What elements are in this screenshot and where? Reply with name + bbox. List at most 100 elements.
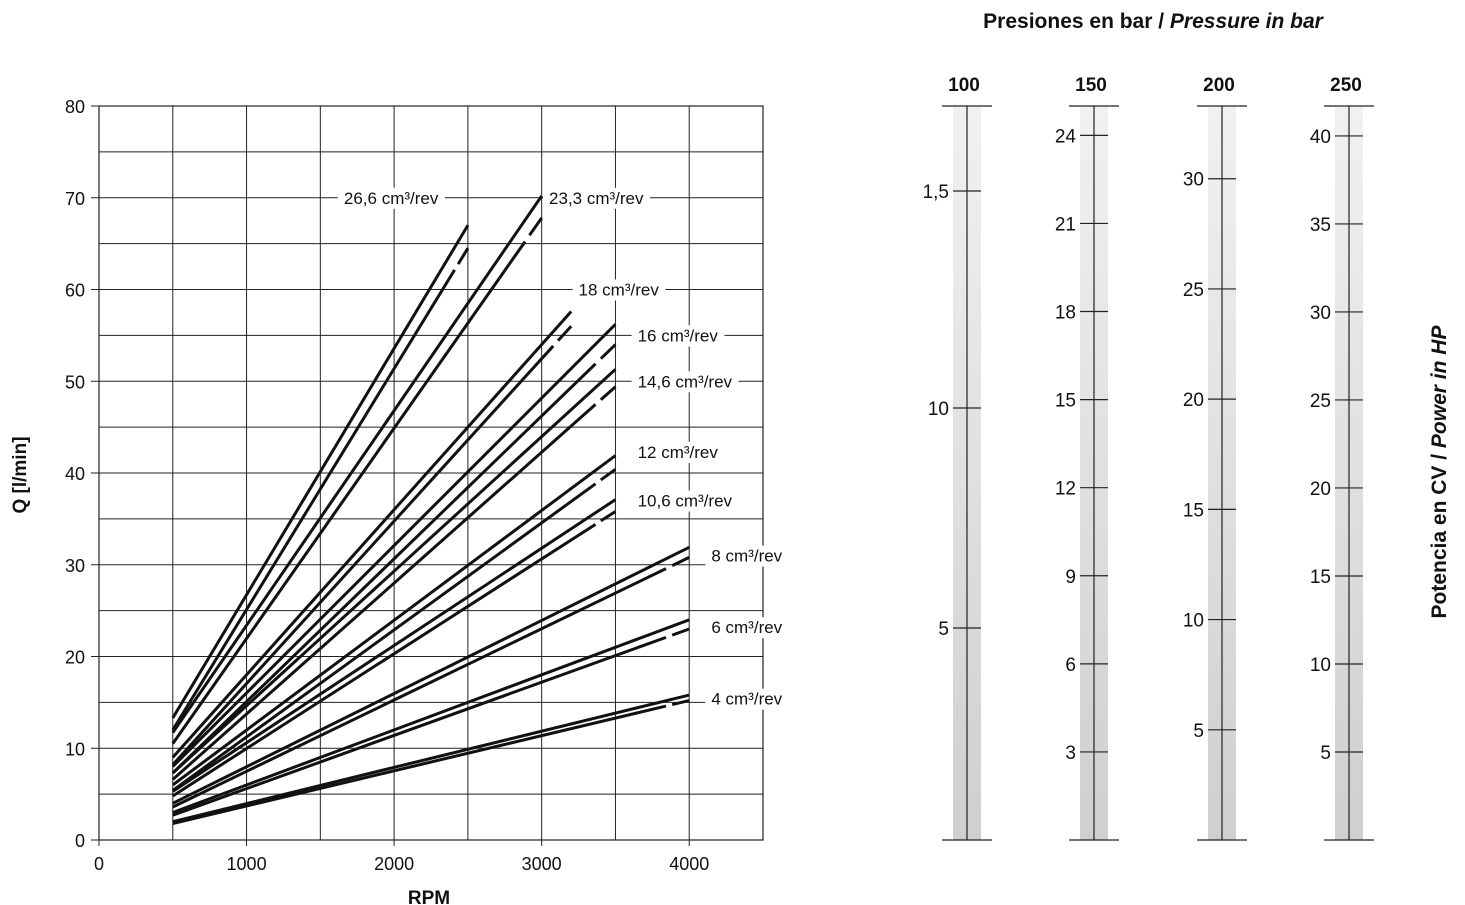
scale-tick-label: 20 <box>1183 390 1204 411</box>
series-line-lower <box>171 240 527 745</box>
x-tick-label: 1000 <box>227 854 267 874</box>
series-label-bg <box>705 545 789 567</box>
pressure-scale: 250 40 35 30 25 20 15 10 5 <box>1310 75 1374 841</box>
series-label: 6 cm³/rev <box>711 618 782 637</box>
series-label: 14,6 cm³/rev <box>638 372 733 391</box>
scale-tick-label: 15 <box>1183 500 1204 521</box>
y-tick-label: 50 <box>65 372 85 392</box>
scale-tick-label: 9 <box>1065 567 1076 588</box>
series-line-lower <box>172 567 667 809</box>
flow-lines <box>171 195 690 825</box>
series-label: 18 cm³/rev <box>579 281 660 300</box>
x-tick-label: 2000 <box>374 854 414 874</box>
scale-tick-label: 12 <box>1055 479 1076 500</box>
y-tick-label: 40 <box>65 464 85 484</box>
series-line-lower-dash <box>600 510 617 523</box>
y-tick-label: 70 <box>65 189 85 209</box>
axes: 0 10 20 30 40 50 60 70 80 0 1000 2000 3000 4000 RPM Q [… <box>10 97 709 905</box>
pressure-scale: 200 30 25 20 15 10 5 <box>1183 75 1247 841</box>
scale-tick-label: 18 <box>1055 303 1076 324</box>
series-line-lower <box>171 362 597 775</box>
series-label: 8 cm³/rev <box>711 547 782 566</box>
scale-tick-label: 10 <box>928 399 949 420</box>
series-line-upper <box>171 195 543 734</box>
series-label: 26,6 cm³/rev <box>344 189 439 208</box>
series-label: 16 cm³/rev <box>638 326 719 345</box>
scale-tick-label: 21 <box>1055 214 1076 235</box>
scale-tick-label: 15 <box>1310 567 1331 588</box>
series-line-lower <box>172 635 667 817</box>
series-label-bg <box>572 279 666 301</box>
series-line-lower-dash <box>456 247 470 265</box>
nomogram-title: Presiones en bar / Pressure in bar <box>983 10 1324 33</box>
y-tick-label: 60 <box>65 281 85 301</box>
series-line-upper <box>171 368 617 775</box>
scale-tick-label: 25 <box>1183 280 1204 301</box>
nomogram-side-label: Potencia en CV / Power in HP <box>1428 325 1451 619</box>
series-line-upper <box>171 224 470 719</box>
pressure-label: 150 <box>1075 75 1107 96</box>
series-line-lower <box>171 482 597 792</box>
series-label-bg <box>543 187 651 209</box>
scale-tick-label: 30 <box>1310 303 1331 324</box>
series-label-bg <box>631 371 739 393</box>
scale-tick-label: 25 <box>1310 391 1331 412</box>
y-tick-label: 0 <box>75 831 85 851</box>
series-label-bg <box>631 441 725 463</box>
series-line-upper <box>171 323 617 768</box>
power-nomogram: Presiones en bar / Pressure in bar Potenc… <box>923 10 1451 841</box>
series-line-upper <box>171 498 617 793</box>
y-tick-label: 10 <box>65 739 85 759</box>
scale-tick-label: 40 <box>1310 127 1331 148</box>
scale-tick-label: 35 <box>1310 215 1331 236</box>
series-line-lower-dash <box>556 325 573 342</box>
pressure-label: 250 <box>1330 75 1362 96</box>
series-line-lower-dash <box>528 217 543 237</box>
series-label-bg <box>705 617 789 639</box>
series-line-upper <box>172 545 690 805</box>
series-label-bg <box>631 490 739 512</box>
x-tick-label: 4000 <box>669 854 709 874</box>
y-tick-label: 30 <box>65 556 85 576</box>
x-tick-label: 3000 <box>522 854 562 874</box>
scale-tick-label: 20 <box>1310 479 1331 500</box>
series-line-upper <box>172 618 690 814</box>
series-label: 23,3 cm³/rev <box>549 189 644 208</box>
series-label: 4 cm³/rev <box>711 690 782 709</box>
series-label-bg <box>705 688 789 710</box>
series-line-lower-dash <box>599 468 617 482</box>
scale-tick-label: 24 <box>1055 126 1077 147</box>
series-line-lower-dash <box>671 699 690 707</box>
y-axis-label: Q [l/min] <box>10 436 31 513</box>
series-line-lower-dash <box>599 343 617 360</box>
y-tick-label: 80 <box>65 97 85 117</box>
scale-tick-label: 30 <box>1183 170 1204 191</box>
scale-tick-label: 15 <box>1055 391 1076 412</box>
pressure-label: 100 <box>948 75 980 96</box>
series-label: 12 cm³/rev <box>638 443 719 462</box>
series-line-lower-dash <box>599 385 617 401</box>
scale-tick-label: 3 <box>1065 743 1076 764</box>
x-tick-label: 0 <box>94 854 104 874</box>
series-line-upper <box>172 693 690 824</box>
series-labels: 26,6 cm³/rev 23,3 cm³/rev 18 cm³/rev 16 cm³… <box>337 187 789 710</box>
series-line-lower-dash <box>671 627 690 637</box>
pressure-scale: 150 24 21 18 15 12 9 6 3 <box>1055 75 1119 841</box>
x-axis-label: RPM <box>408 888 450 905</box>
series-label-bg <box>337 187 445 209</box>
series-line-upper <box>171 454 617 787</box>
pressure-label: 200 <box>1203 75 1235 96</box>
series-line-lower <box>171 403 597 781</box>
series-line-lower <box>171 344 555 766</box>
scale-tick-label: 5 <box>938 619 949 640</box>
series-line-lower <box>171 269 456 731</box>
scale-tick-label: 10 <box>1183 611 1204 632</box>
series-line-lower <box>171 523 597 798</box>
series-label-bg <box>631 325 725 347</box>
scale-tick-label: 5 <box>1193 721 1204 742</box>
scale-tick-label: 10 <box>1310 655 1331 676</box>
scale-tick-label: 5 <box>1320 743 1331 764</box>
scale-tick-label: 6 <box>1065 655 1076 676</box>
pressure-scale: 100 1,5 10 5 <box>923 75 992 841</box>
